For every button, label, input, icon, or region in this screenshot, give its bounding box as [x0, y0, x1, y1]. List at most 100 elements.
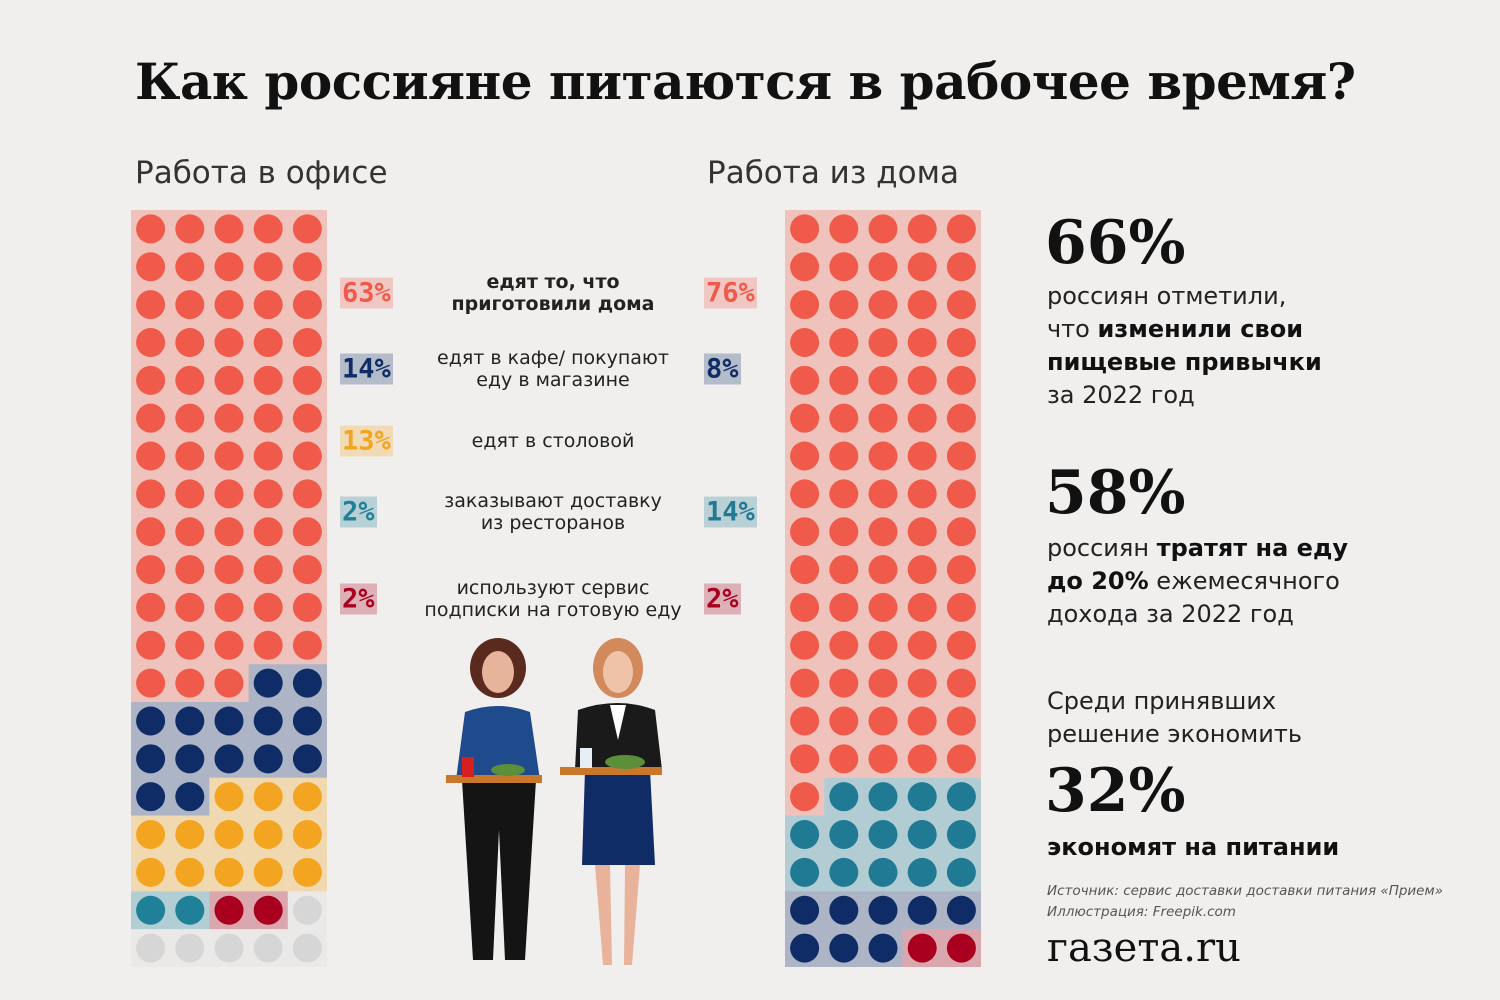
dot — [292, 252, 322, 282]
dot — [292, 403, 322, 433]
dot — [214, 517, 244, 547]
dot — [214, 782, 244, 812]
dot — [907, 630, 937, 660]
dot — [214, 441, 244, 471]
dot — [292, 365, 322, 395]
dot — [175, 327, 205, 357]
stat-number: 58% — [1045, 458, 1186, 528]
dot — [175, 441, 205, 471]
value-label: 14% — [340, 353, 393, 385]
dot — [868, 744, 898, 774]
dot — [292, 479, 322, 509]
dot — [292, 744, 322, 774]
dot — [214, 857, 244, 887]
dot — [253, 441, 283, 471]
dot — [253, 555, 283, 585]
dot — [946, 327, 976, 357]
credit: Иллюстрация: Freepik.com — [1047, 904, 1236, 920]
dot — [175, 214, 205, 244]
dot — [292, 706, 322, 736]
dot — [868, 441, 898, 471]
dot — [790, 820, 820, 850]
dot — [868, 555, 898, 585]
dot — [829, 403, 859, 433]
dot — [175, 517, 205, 547]
dot — [829, 441, 859, 471]
dot — [907, 252, 937, 282]
dot — [136, 403, 166, 433]
dot — [907, 365, 937, 395]
dot — [253, 290, 283, 320]
dot — [175, 479, 205, 509]
dot — [790, 214, 820, 244]
dot — [946, 744, 976, 774]
dot — [253, 744, 283, 774]
dot — [829, 706, 859, 736]
stat-text: россиян тратят на еду до 20% ежемесячног… — [1047, 534, 1348, 628]
dot — [829, 214, 859, 244]
dot — [136, 479, 166, 509]
dot — [253, 706, 283, 736]
dot — [790, 441, 820, 471]
value-label: 13% — [340, 425, 393, 457]
dot — [946, 365, 976, 395]
title: Как россияне питаются в рабочее время? — [135, 52, 1356, 111]
dot — [253, 365, 283, 395]
dot — [136, 782, 166, 812]
category-label: едят в кафе/ покупают еду в магазине — [437, 347, 669, 391]
dot — [907, 782, 937, 812]
dot — [790, 744, 820, 774]
dot — [253, 820, 283, 850]
dot — [946, 290, 976, 320]
dot — [868, 214, 898, 244]
dot — [214, 327, 244, 357]
dot — [868, 403, 898, 433]
dot — [829, 327, 859, 357]
dot — [946, 592, 976, 622]
dot — [292, 290, 322, 320]
dot — [790, 517, 820, 547]
dot — [253, 630, 283, 660]
dot — [868, 290, 898, 320]
dot — [907, 403, 937, 433]
dot — [790, 365, 820, 395]
illustration — [446, 638, 662, 965]
dot — [829, 517, 859, 547]
dot — [907, 555, 937, 585]
dot — [868, 592, 898, 622]
dot — [946, 857, 976, 887]
dot — [136, 441, 166, 471]
dot — [214, 630, 244, 660]
category-label: заказывают доставку из ресторанов — [444, 490, 662, 534]
dot — [253, 592, 283, 622]
dot — [946, 214, 976, 244]
value-label: 2% — [340, 496, 377, 528]
dot — [790, 290, 820, 320]
dot — [907, 744, 937, 774]
dot — [907, 820, 937, 850]
dot — [136, 744, 166, 774]
dot — [292, 782, 322, 812]
dot — [253, 252, 283, 282]
dot — [868, 782, 898, 812]
dot — [214, 820, 244, 850]
value-label: 63% — [340, 277, 393, 309]
dot — [829, 820, 859, 850]
dot — [136, 895, 166, 925]
dot — [868, 327, 898, 357]
dot — [790, 327, 820, 357]
dot — [790, 782, 820, 812]
stat-number: 66% — [1045, 208, 1186, 278]
dot — [946, 933, 976, 963]
dot — [292, 820, 322, 850]
dot — [136, 857, 166, 887]
dot — [790, 479, 820, 509]
dot — [790, 668, 820, 698]
dot — [136, 252, 166, 282]
value-label: 14% — [704, 496, 757, 528]
dot — [946, 252, 976, 282]
dot — [175, 252, 205, 282]
dot — [790, 895, 820, 925]
dot — [253, 327, 283, 357]
